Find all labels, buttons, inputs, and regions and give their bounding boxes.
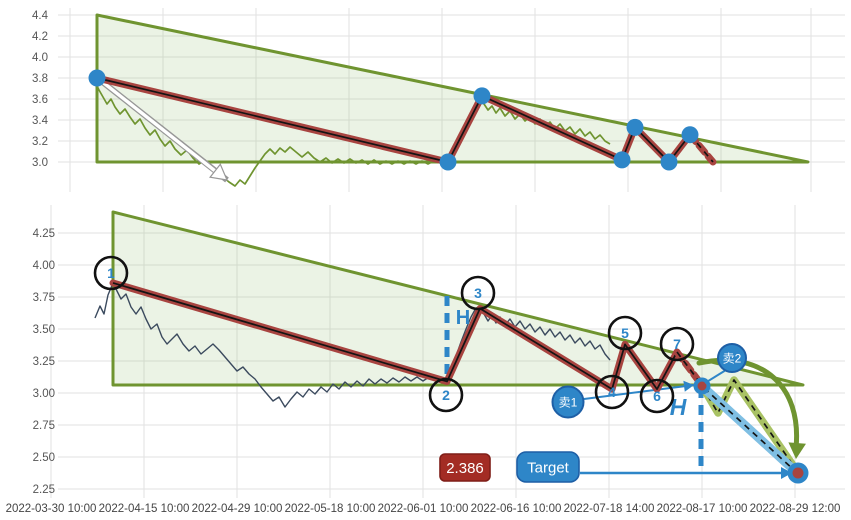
height-label: H — [670, 394, 687, 420]
y-axis-label: 4.2 — [32, 31, 48, 43]
x-axis-label: 2022-03-30 10:00 — [6, 503, 97, 515]
wave-number-circle — [460, 275, 496, 311]
curved-arrow-head — [788, 442, 806, 459]
x-axis-label: 2022-04-29 10:00 — [192, 503, 283, 515]
y-axis-label: 2.25 — [33, 484, 55, 496]
wave-centerline — [112, 282, 678, 391]
sell2-tail-line — [704, 369, 727, 384]
x-axis-label: 2022-08-17 10:00 — [657, 503, 748, 515]
target-badge-label: Target — [527, 460, 570, 477]
wave-number-label: 2 — [442, 387, 450, 403]
y-axis-label: 3.0 — [32, 157, 48, 169]
wave-number-label: 6 — [653, 388, 661, 404]
wave-number-label: 3 — [474, 285, 482, 301]
pivot-dot — [660, 153, 678, 171]
y-axis-label: 2.75 — [33, 420, 55, 432]
pivot-dot — [439, 153, 457, 171]
value-badge — [439, 453, 491, 482]
bullseye-inner — [697, 381, 707, 391]
wave-number-circle — [428, 377, 464, 413]
x-axis-label: 2022-08-29 12:00 — [750, 503, 841, 515]
wave-number-label: 5 — [621, 325, 629, 341]
projection-band-dashes — [703, 387, 795, 471]
x-axis-label: 2022-05-18 10:00 — [285, 503, 376, 515]
wave-number-circle — [607, 315, 643, 351]
y-axis-label: 3.00 — [33, 388, 55, 400]
y-axis-label: 4.25 — [33, 228, 55, 240]
bullseye-inner — [792, 467, 804, 479]
y-axis-label: 4.0 — [32, 52, 48, 64]
target-line-head — [781, 466, 792, 480]
target-badge — [516, 451, 580, 483]
height-label: H — [456, 307, 470, 329]
price-line — [94, 282, 611, 408]
x-axis-label: 2022-04-15 10:00 — [99, 503, 190, 515]
y-axis-label: 3.4 — [32, 115, 49, 127]
y-axis-label: 3.50 — [33, 324, 55, 336]
descending-triangle — [95, 13, 810, 164]
sell-marker-1-label: 卖1 — [559, 396, 578, 410]
x-axis-label: 2022-06-01 10:00 — [378, 503, 469, 515]
sell-marker-2-label: 卖2 — [723, 352, 742, 366]
pivot-dot — [626, 118, 644, 136]
sell-marker-1 — [551, 385, 585, 419]
wave-number-circle — [594, 374, 630, 410]
wave-number-circle — [639, 378, 675, 414]
pivot-dot — [681, 126, 699, 144]
y-axis-label: 3.8 — [32, 73, 48, 85]
sell1-pointer-line — [583, 384, 695, 400]
pivot-dot — [613, 151, 631, 169]
wave-number-label: 4 — [608, 384, 616, 400]
y-axis-label: 3.75 — [33, 292, 55, 304]
upper-overview-chart: 3.0 3.2 3.4 3.6 3.8 4.0 4.2 4.4 — [32, 8, 845, 192]
projection-arrow-shaft — [98, 78, 226, 180]
pivot-dot — [473, 87, 491, 105]
x-axis-labels: 2022-03-30 10:00 2022-04-15 10:00 2022-04-… — [6, 503, 841, 515]
x-axis-label: 2022-06-16 10:00 — [471, 503, 562, 515]
value-badge-label: 2.386 — [446, 460, 484, 477]
sell1-pointer-head — [683, 380, 694, 392]
y-axis-label: 4.00 — [33, 260, 55, 272]
projection-arrow-head — [209, 163, 228, 181]
x-axis-label: 2022-07-18 14:00 — [564, 503, 655, 515]
sell-marker-2 — [717, 343, 747, 373]
wave-number-label: 1 — [107, 265, 115, 281]
lower-wave-chart: 2.25 2.50 2.75 3.00 3.25 3.50 3.75 4.00 4.25 H H 2.… — [33, 205, 845, 498]
wave-number-circle — [93, 255, 129, 291]
wave-number-label: 7 — [673, 336, 681, 352]
y-axis-label: 2.50 — [33, 452, 55, 464]
wave-number-circle — [659, 326, 695, 362]
y-axis-label: 4.4 — [32, 10, 49, 22]
y-axis-label: 3.25 — [33, 356, 55, 368]
y-axis-label: 3.2 — [32, 136, 48, 148]
y-axis-label: 3.6 — [32, 94, 48, 106]
pivot-dot — [88, 69, 106, 87]
